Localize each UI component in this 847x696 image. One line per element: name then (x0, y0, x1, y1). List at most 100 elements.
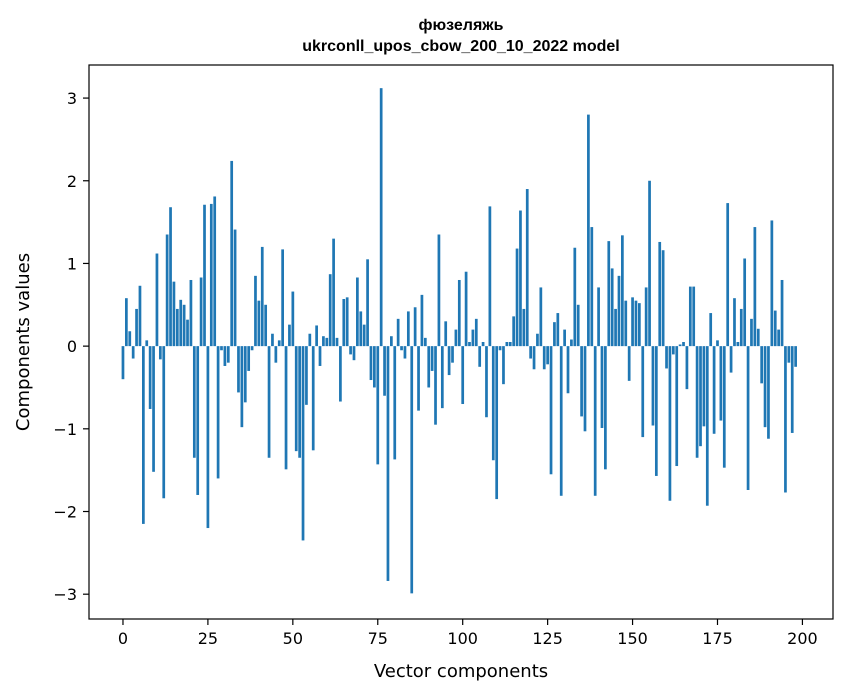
bar-10 (155, 253, 159, 347)
bar-194 (780, 279, 784, 347)
bar-187 (756, 328, 760, 347)
bar-131 (566, 346, 570, 394)
bar-190 (767, 346, 770, 439)
bar-112 (502, 346, 505, 385)
bar-148 (624, 300, 628, 347)
bar-19 (186, 319, 189, 347)
bar-176 (719, 346, 723, 421)
bar-169 (695, 346, 699, 458)
bar-170 (699, 346, 702, 447)
bar-86 (413, 307, 417, 347)
bar-155 (648, 180, 651, 347)
bar-150 (631, 297, 634, 347)
bar-47 (281, 249, 284, 347)
bar-195 (784, 346, 787, 493)
bar-162 (671, 346, 675, 355)
bar-119 (525, 189, 529, 347)
bar-157 (654, 346, 658, 476)
bar-174 (712, 346, 716, 434)
bar-41 (260, 246, 264, 347)
bar-36 (243, 346, 247, 403)
bar-182 (739, 308, 743, 347)
x-tick-label: 100 (447, 629, 478, 648)
bar-140 (597, 287, 600, 347)
bar-72 (366, 259, 369, 347)
bar-39 (254, 275, 257, 347)
bar-74 (373, 346, 376, 388)
x-tick-label: 0 (118, 629, 128, 648)
bar-38 (250, 346, 254, 351)
bar-56 (311, 346, 315, 451)
bar-185 (750, 318, 753, 347)
bar-123 (539, 287, 543, 347)
bar-124 (542, 346, 546, 370)
bar-134 (576, 304, 580, 347)
bar-126 (549, 346, 553, 475)
bar-114 (508, 342, 512, 347)
bar-95 (444, 321, 448, 347)
bar-77 (383, 346, 386, 396)
bar-177 (722, 346, 726, 468)
bar-136 (583, 346, 587, 432)
bar-79 (390, 336, 393, 347)
bar-100 (461, 346, 465, 405)
bar-196 (787, 346, 791, 363)
bar-24 (203, 204, 206, 347)
bar-69 (356, 277, 359, 347)
bar-154 (644, 287, 648, 347)
bar-90 (427, 346, 431, 388)
bar-59 (322, 336, 325, 347)
bar-98 (454, 329, 458, 347)
bar-88 (420, 294, 424, 347)
bar-48 (284, 346, 288, 470)
bar-40 (257, 300, 261, 347)
bar-106 (481, 342, 485, 347)
bar-147 (621, 235, 624, 347)
bar-117 (519, 210, 522, 347)
bar-11 (158, 346, 162, 360)
bar-93 (437, 234, 441, 347)
bar-49 (288, 324, 291, 347)
bar-30 (223, 346, 227, 366)
bar-37 (247, 346, 251, 371)
y-tick-label: 3 (67, 89, 77, 108)
bar-25 (206, 346, 210, 529)
bar-34 (237, 346, 240, 393)
bar-198 (794, 346, 797, 367)
bar-142 (604, 346, 607, 470)
bar-8 (148, 346, 152, 409)
bar-139 (593, 346, 597, 496)
bar-70 (359, 311, 363, 347)
bar-183 (743, 258, 747, 347)
bar-28 (216, 346, 220, 479)
bar-153 (641, 346, 645, 438)
bar-27 (213, 196, 217, 347)
x-tick-label: 150 (617, 629, 648, 648)
bar-60 (325, 337, 329, 347)
bar-180 (733, 298, 736, 347)
bar-158 (658, 241, 662, 347)
bar-13 (165, 234, 169, 347)
bar-58 (318, 346, 322, 366)
bar-165 (682, 342, 685, 347)
bar-12 (162, 346, 166, 499)
bar-53 (301, 346, 305, 541)
bar-3 (131, 346, 135, 359)
bar-1 (125, 298, 128, 347)
bar-97 (451, 346, 454, 363)
y-axis-label: Components values (13, 253, 34, 431)
bar-92 (434, 346, 437, 425)
bar-111 (498, 346, 502, 351)
bar-78 (386, 346, 390, 581)
bar-4 (135, 308, 138, 347)
bar-152 (638, 303, 641, 347)
bar-108 (488, 206, 492, 347)
bar-15 (172, 281, 176, 347)
bar-35 (240, 346, 244, 428)
x-axis-label: Vector components (374, 661, 548, 682)
bar-104 (474, 318, 478, 347)
bar-149 (627, 346, 631, 381)
bar-51 (294, 346, 298, 452)
bar-130 (563, 329, 566, 347)
bar-133 (573, 247, 577, 347)
